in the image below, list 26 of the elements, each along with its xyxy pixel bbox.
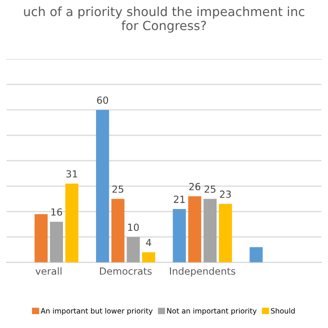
bar bbox=[188, 196, 202, 262]
data-label: 4 bbox=[146, 238, 152, 246]
x-tick-label: verall bbox=[36, 267, 62, 275]
data-label: 26 bbox=[189, 182, 200, 190]
data-label: 10 bbox=[128, 224, 139, 231]
x-tick-label: Independents bbox=[170, 267, 236, 277]
x-tick-label: Democrats bbox=[100, 268, 152, 275]
bar bbox=[111, 198, 124, 262]
bar bbox=[172, 209, 186, 262]
data-label: 21 bbox=[174, 196, 185, 203]
bar bbox=[126, 236, 140, 262]
data-label: 23 bbox=[220, 190, 231, 198]
bar bbox=[65, 184, 78, 262]
bar bbox=[204, 198, 217, 262]
data-label: 25 bbox=[204, 185, 216, 193]
data-label: 25 bbox=[112, 185, 124, 193]
bar bbox=[142, 252, 156, 262]
bar bbox=[250, 247, 263, 262]
bar bbox=[96, 110, 110, 262]
chart-title: uch of a priority should the impeachment inc for Congress? bbox=[24, 6, 304, 33]
bar bbox=[34, 214, 48, 262]
data-label: 60 bbox=[97, 96, 108, 104]
bar bbox=[218, 204, 232, 262]
data-label: 31 bbox=[66, 170, 78, 178]
data-label: 16 bbox=[51, 208, 62, 216]
bar bbox=[50, 222, 64, 262]
